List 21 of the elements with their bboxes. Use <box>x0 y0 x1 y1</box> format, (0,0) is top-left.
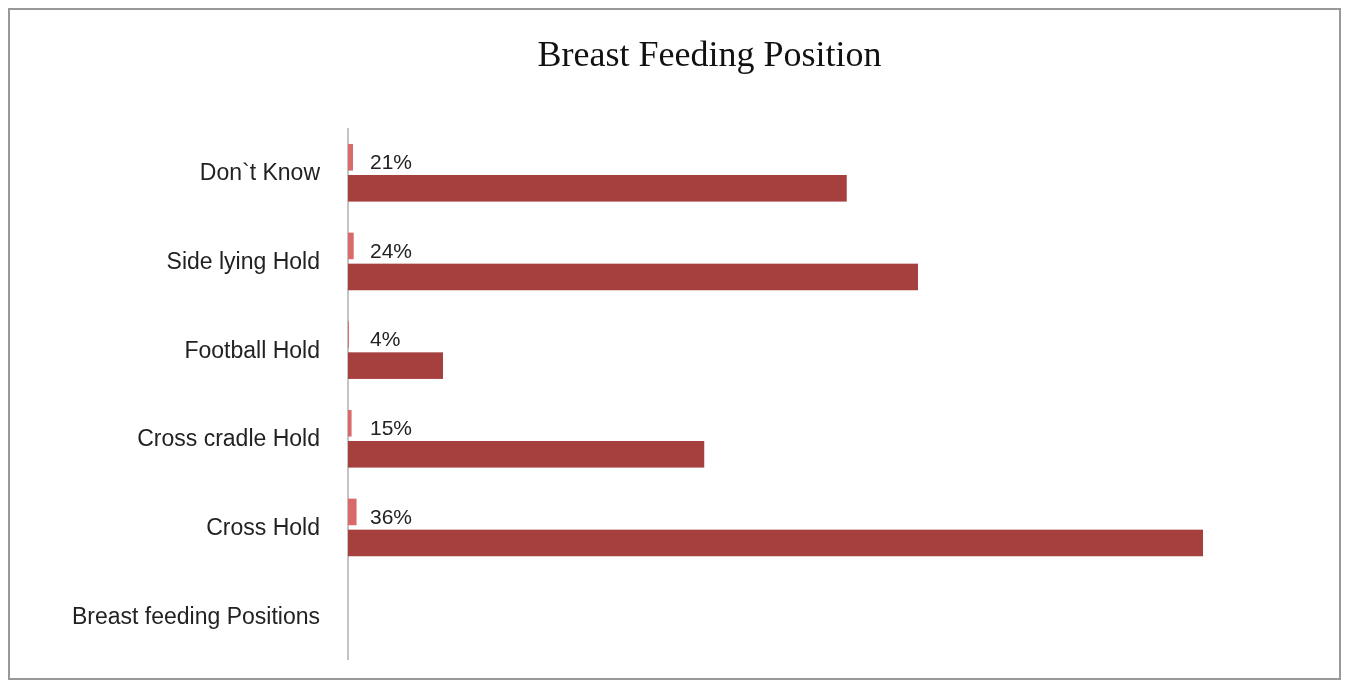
y-tick-label: Cross Hold <box>206 514 320 540</box>
data-label: 21% <box>370 149 413 173</box>
y-tick-label: Football Hold <box>184 336 320 363</box>
bar <box>348 352 443 379</box>
data-label: 24% <box>370 238 413 262</box>
bar <box>348 174 847 202</box>
data-label: 36% <box>370 504 413 528</box>
bar <box>348 263 918 291</box>
chart-title: Breast Feeding Position <box>537 34 882 74</box>
y-tick-label: Cross cradle Hold <box>137 425 320 452</box>
y-tick-label: Don`t Know <box>199 159 321 186</box>
bar <box>348 498 357 526</box>
data-label: 4% <box>370 327 401 351</box>
bar <box>348 232 354 260</box>
bar <box>348 143 353 171</box>
y-tick-label: Side lying Hold <box>166 248 320 274</box>
data-label: 15% <box>370 415 413 439</box>
bar <box>348 409 352 437</box>
bar <box>348 529 1203 557</box>
y-tick-label: Breast feeding Positions <box>71 602 320 629</box>
bar <box>348 440 705 468</box>
